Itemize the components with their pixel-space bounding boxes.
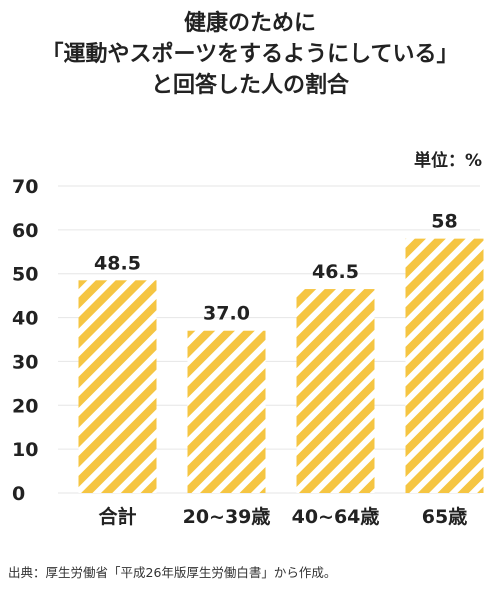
bar xyxy=(405,238,484,493)
title-line-2: 「運動やスポーツをするようにしている」 xyxy=(41,42,459,67)
y-tick-label: 70 xyxy=(12,176,38,198)
y-tick-label: 40 xyxy=(12,308,38,330)
title-line-1: 健康のために xyxy=(183,11,316,36)
bar-value-label: 46.5 xyxy=(312,261,359,283)
title-line-3: と回答した人の割合 xyxy=(150,73,349,98)
y-tick-label: 20 xyxy=(12,395,38,417)
chart-title: 健康のために 「運動やスポーツをするようにしている」 と回答した人の割合 xyxy=(0,8,500,101)
bar xyxy=(296,289,375,493)
x-category-label: 65歳 xyxy=(422,506,467,528)
bar-value-label: 58 xyxy=(431,211,457,233)
x-category-label: 合計 xyxy=(98,505,136,528)
bar xyxy=(187,330,266,493)
y-tick-label: 60 xyxy=(12,220,38,242)
value-labels: 48.5 37.0 46.5 58 xyxy=(94,211,458,325)
unit-label: 単位：% xyxy=(413,151,482,171)
y-tick-label: 0 xyxy=(12,483,25,505)
bar-value-label: 37.0 xyxy=(203,303,250,325)
y-axis-ticks: 0 10 20 30 40 50 60 70 xyxy=(12,176,38,505)
bars xyxy=(78,238,484,493)
source-note: 出典：厚生労働省「平成26年版厚生労働白書」から作成。 xyxy=(8,565,337,580)
x-category-label: 40~64歳 xyxy=(292,506,380,528)
y-tick-label: 30 xyxy=(12,351,38,373)
bar-value-label: 48.5 xyxy=(94,252,141,274)
y-tick-label: 10 xyxy=(12,439,38,461)
y-tick-label: 50 xyxy=(12,264,38,286)
x-axis-categories: 合計 20~39歳 40~64歳 65歳 xyxy=(98,505,467,528)
x-category-label: 20~39歳 xyxy=(183,506,271,528)
bar xyxy=(78,280,157,493)
